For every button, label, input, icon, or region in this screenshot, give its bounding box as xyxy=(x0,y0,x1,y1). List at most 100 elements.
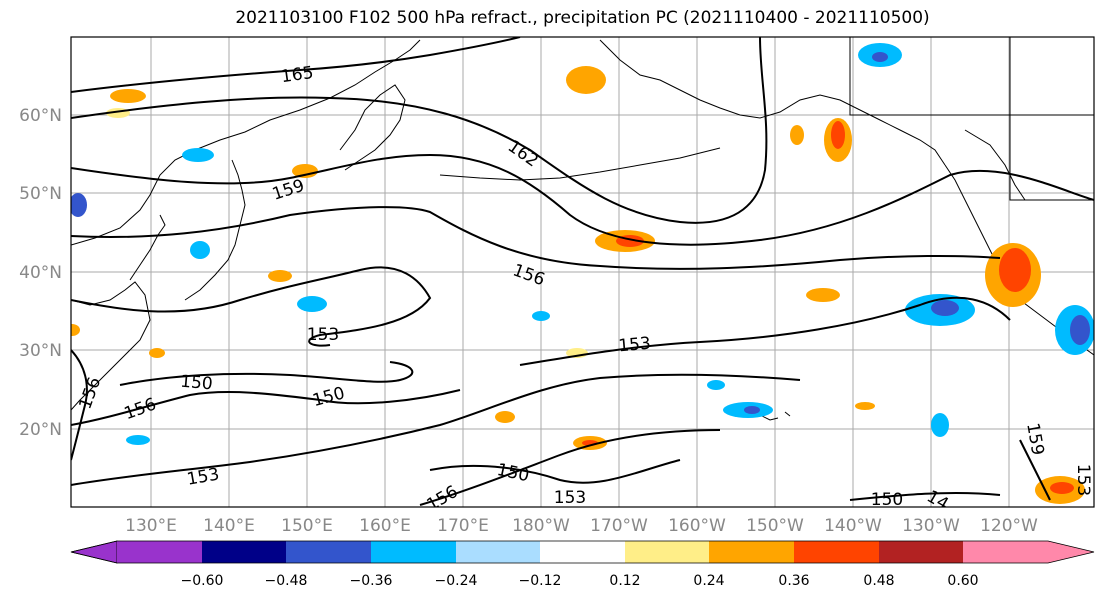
lon-label-160e: 160°E xyxy=(359,516,411,536)
colorbar-segment-7 xyxy=(709,541,794,563)
map-frame xyxy=(70,36,1095,508)
contour-165 xyxy=(71,37,521,93)
blob-red-5 xyxy=(999,248,1031,292)
lon-labels: 130°E 140°E 150°E 160°E 170°E 180°W 170°… xyxy=(125,516,1038,536)
coast-kamchatka xyxy=(339,84,406,171)
lon-label-120w: 120°W xyxy=(980,516,1038,536)
contour-162 xyxy=(71,37,768,224)
lon-label-170w: 170°W xyxy=(590,516,648,536)
contour-label-5: 153 xyxy=(618,334,652,357)
contour-label-12: 153 xyxy=(554,488,586,508)
colorbar-tick-labels: −0.60 −0.48 −0.36 −0.24 −0.12 0.12 0.24 … xyxy=(181,573,979,589)
lon-label-160w: 160°W xyxy=(668,516,726,536)
blob-orange-2 xyxy=(566,66,606,94)
contour-153-east xyxy=(519,296,1011,366)
colorbar-tick-1: −0.48 xyxy=(265,573,308,589)
coast-asia xyxy=(71,39,421,246)
lat-labels: 60°N 50°N 40°N 30°N 20°N xyxy=(19,106,62,440)
blob-orange-22 xyxy=(495,411,515,423)
colorbar-right-arrow xyxy=(963,541,1094,563)
lon-label-130e: 130°E xyxy=(125,516,177,536)
blob-orange-1 xyxy=(110,89,146,103)
blob-blue-21 xyxy=(707,380,725,390)
contour-label-0: 165 xyxy=(280,63,315,87)
colorbar-tick-2: −0.36 xyxy=(350,573,393,589)
lat-label-40n: 40°N xyxy=(19,263,62,283)
colorbar-tick-5: 0.12 xyxy=(609,573,640,589)
blob-orange-18 xyxy=(292,164,318,178)
blob-darkblue-8 xyxy=(872,52,888,62)
coast-bc xyxy=(964,129,1026,201)
colorbar-segment-6 xyxy=(625,541,709,563)
colorbar-segment-8 xyxy=(794,541,879,563)
coast-aleutians xyxy=(439,147,721,181)
lon-label-140e: 140°E xyxy=(203,516,255,536)
refractivity-contours xyxy=(71,37,1094,506)
colorbar-segment-9 xyxy=(879,541,963,563)
blob-darkblue-6 xyxy=(931,300,959,316)
contour-156-southwest xyxy=(71,389,461,426)
precip-shading xyxy=(71,43,1094,504)
blob-blue-27 xyxy=(532,311,550,321)
blob-orange-25 xyxy=(790,125,804,145)
colorbar-tick-7: 0.36 xyxy=(778,573,809,589)
colorbar-left-arrow xyxy=(70,540,118,564)
blob-orange-17 xyxy=(268,270,292,282)
blob-darkblue-7 xyxy=(1070,315,1090,345)
blob-red-3 xyxy=(831,121,845,149)
blob-blue-9 xyxy=(182,148,214,162)
contour-150-southeast xyxy=(849,491,1001,501)
lat-label-50n: 50°N xyxy=(19,184,62,204)
blob-orange-16 xyxy=(806,288,840,302)
region-box-alaska xyxy=(849,37,1094,116)
colorbar-tick-3: −0.24 xyxy=(435,573,478,589)
contour-label-4: 153 xyxy=(307,325,339,345)
blob-blue-13 xyxy=(126,435,150,445)
blob-orange-28 xyxy=(855,402,875,410)
lat-label-20n: 20°N xyxy=(19,420,62,440)
contour-166-left xyxy=(71,349,88,461)
colorbar-segment-5 xyxy=(540,541,625,563)
contour-159 xyxy=(71,153,1094,246)
coast-alaska xyxy=(599,39,946,166)
lon-label-130w: 130°W xyxy=(902,516,960,536)
lon-label-150w: 150°W xyxy=(746,516,804,536)
colorbar-segment-0 xyxy=(117,541,202,563)
contour-156-south xyxy=(419,429,721,506)
contour-150-west xyxy=(119,361,414,386)
contour-150-south xyxy=(429,459,681,484)
contour-label-17: 153 xyxy=(1073,464,1093,496)
blob-blue-10 xyxy=(71,193,87,217)
colorbar: −0.60 −0.48 −0.36 −0.24 −0.12 0.12 0.24 … xyxy=(70,540,1095,589)
lat-label-30n: 30°N xyxy=(19,341,62,361)
colorbar-outline xyxy=(70,540,1095,564)
blob-orange-26 xyxy=(71,324,80,336)
blob-orange-24 xyxy=(149,348,165,358)
contour-153-south xyxy=(71,373,801,486)
blob-blue-11 xyxy=(297,296,327,312)
colorbar-tick-4: −0.12 xyxy=(519,573,562,589)
region-box-canada xyxy=(1009,37,1094,201)
colorbar-segment-1 xyxy=(202,541,286,563)
blob-blue-19 xyxy=(190,241,210,259)
colorbar-tick-9: 0.60 xyxy=(947,573,978,589)
colorbar-segment-4 xyxy=(456,541,540,563)
colorbar-tick-0: −0.60 xyxy=(181,573,224,589)
lon-label-180w: 180°W xyxy=(512,516,570,536)
blob-darkblue-12 xyxy=(744,406,760,414)
coast-korea xyxy=(129,214,166,281)
colorbar-tick-8: 0.48 xyxy=(863,573,894,589)
lon-label-150e: 150°E xyxy=(281,516,333,536)
coast-hawaii xyxy=(759,411,791,421)
lon-label-140w: 140°W xyxy=(824,516,882,536)
blob-red-15 xyxy=(1050,482,1074,494)
contour-label-14: 150 xyxy=(871,490,903,510)
colorbar-tick-6: 0.24 xyxy=(693,573,724,589)
colorbar-segment-2 xyxy=(286,541,371,563)
map-title: 2021103100 F102 500 hPa refract., precip… xyxy=(235,8,930,28)
coast-china xyxy=(71,281,151,411)
blob-blue-20 xyxy=(931,413,949,437)
colorbar-segment-3 xyxy=(371,541,456,563)
contour-label-6: 150 xyxy=(179,372,213,395)
